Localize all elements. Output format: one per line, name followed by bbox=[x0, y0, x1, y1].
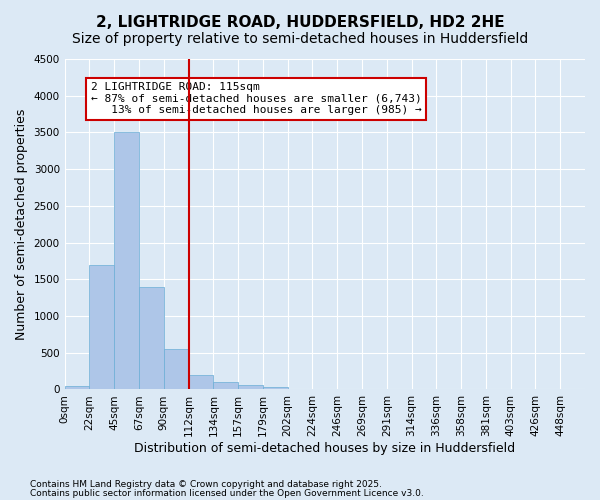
Bar bbox=[114, 132, 139, 390]
Text: Size of property relative to semi-detached houses in Huddersfield: Size of property relative to semi-detach… bbox=[72, 32, 528, 46]
Bar bbox=[263, 388, 287, 390]
Bar bbox=[89, 264, 114, 390]
Bar bbox=[164, 349, 188, 390]
Bar bbox=[214, 382, 238, 390]
Text: 2, LIGHTRIDGE ROAD, HUDDERSFIELD, HD2 2HE: 2, LIGHTRIDGE ROAD, HUDDERSFIELD, HD2 2H… bbox=[95, 15, 505, 30]
Y-axis label: Number of semi-detached properties: Number of semi-detached properties bbox=[15, 108, 28, 340]
Text: Contains HM Land Registry data © Crown copyright and database right 2025.: Contains HM Land Registry data © Crown c… bbox=[30, 480, 382, 489]
Bar bbox=[188, 375, 214, 390]
Bar bbox=[238, 386, 263, 390]
Bar bbox=[139, 286, 164, 390]
Bar bbox=[287, 388, 313, 390]
Text: Contains public sector information licensed under the Open Government Licence v3: Contains public sector information licen… bbox=[30, 488, 424, 498]
X-axis label: Distribution of semi-detached houses by size in Huddersfield: Distribution of semi-detached houses by … bbox=[134, 442, 515, 455]
Bar bbox=[65, 386, 89, 390]
Text: 2 LIGHTRIDGE ROAD: 115sqm
← 87% of semi-detached houses are smaller (6,743)
   1: 2 LIGHTRIDGE ROAD: 115sqm ← 87% of semi-… bbox=[91, 82, 421, 116]
